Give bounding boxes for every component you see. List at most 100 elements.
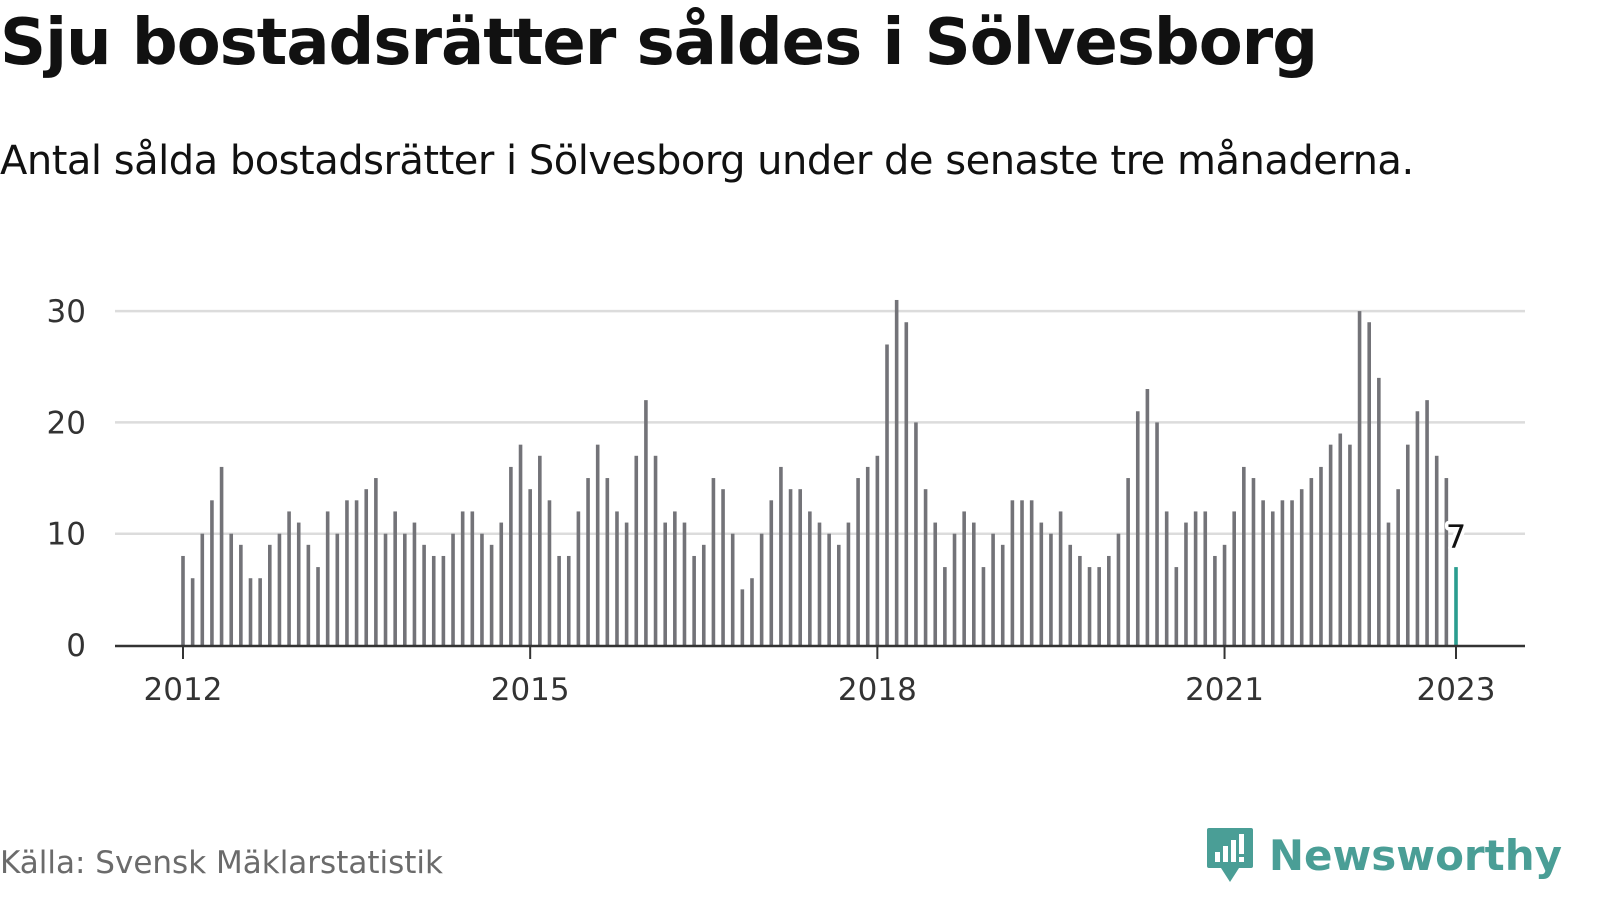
bar-chart: 0 10 20 30 2012 2015 2018 2021 2023 7 xyxy=(47,294,1525,708)
bar xyxy=(1328,444,1333,645)
y-tick-label: 30 xyxy=(47,294,86,330)
bar xyxy=(1338,433,1343,645)
bar xyxy=(296,522,301,645)
bar xyxy=(1029,500,1034,645)
x-tick-label: 2021 xyxy=(1185,672,1264,708)
bar xyxy=(788,489,793,645)
bar xyxy=(566,555,571,645)
bar xyxy=(972,522,976,645)
bar xyxy=(1251,478,1256,645)
bar xyxy=(865,466,870,645)
bar xyxy=(1415,411,1420,645)
bar xyxy=(1377,377,1381,645)
bar xyxy=(509,466,513,645)
bar xyxy=(364,489,369,645)
y-tick-label: 0 xyxy=(66,628,86,664)
bar xyxy=(1396,489,1400,645)
x-tick-label: 2012 xyxy=(144,672,223,708)
x-tick-label: 2023 xyxy=(1417,672,1496,708)
bar xyxy=(914,422,918,645)
bar xyxy=(1020,500,1024,645)
bar xyxy=(1174,567,1179,645)
bar xyxy=(856,478,860,645)
bar xyxy=(644,400,648,645)
bar xyxy=(1184,522,1188,645)
bar xyxy=(1309,478,1314,645)
newsworthy-logo-icon xyxy=(1206,828,1253,882)
bar xyxy=(1049,533,1053,645)
bar xyxy=(1155,422,1159,645)
bar xyxy=(499,522,504,645)
bar xyxy=(1010,500,1015,645)
bar xyxy=(393,511,397,645)
bar xyxy=(470,511,475,645)
bar xyxy=(1367,322,1371,645)
bar xyxy=(750,578,754,645)
bar xyxy=(779,466,783,645)
bar xyxy=(1444,478,1449,645)
bar xyxy=(586,478,590,645)
bar xyxy=(923,489,928,645)
bar xyxy=(624,522,629,645)
bar xyxy=(576,511,581,645)
bar xyxy=(441,555,446,645)
bar xyxy=(1058,511,1063,645)
bar xyxy=(181,555,185,645)
bar xyxy=(277,533,282,645)
bar xyxy=(962,511,966,645)
bar xyxy=(595,444,600,645)
bar xyxy=(1232,511,1236,645)
bar xyxy=(1319,466,1323,645)
bar xyxy=(1135,411,1140,645)
bar xyxy=(383,533,388,645)
bar xyxy=(1000,544,1005,645)
bar xyxy=(1213,555,1217,645)
bar xyxy=(306,544,311,645)
bar xyxy=(952,533,957,645)
bar xyxy=(1164,511,1169,645)
bar xyxy=(634,455,639,645)
grid-lines xyxy=(115,309,1525,535)
bar xyxy=(663,522,667,645)
bar xyxy=(538,455,542,645)
bar xyxy=(1280,500,1285,645)
bar xyxy=(885,344,889,645)
bar xyxy=(431,555,436,645)
bar xyxy=(1107,555,1111,645)
bar xyxy=(1126,478,1130,645)
bar xyxy=(827,533,831,645)
bar xyxy=(325,511,330,645)
bar xyxy=(981,567,986,645)
bars xyxy=(181,299,1458,645)
x-tick-label: 2015 xyxy=(491,672,570,708)
bar xyxy=(1357,311,1362,645)
bar xyxy=(557,555,561,645)
bar xyxy=(1203,511,1208,645)
bar xyxy=(287,511,291,645)
bar xyxy=(894,299,899,645)
bar xyxy=(1078,555,1082,645)
bar xyxy=(1290,500,1294,645)
bar xyxy=(1242,466,1246,645)
bar xyxy=(1261,500,1265,645)
bar xyxy=(518,444,523,645)
bar xyxy=(210,500,214,645)
brand-logo[interactable]: Newsworthy xyxy=(1205,826,1562,884)
bar xyxy=(991,533,995,645)
bar xyxy=(711,478,716,645)
source-note: Källa: Svensk Mäklarstatistik xyxy=(0,845,443,881)
bar xyxy=(943,567,947,645)
bar xyxy=(460,511,465,645)
page-subtitle: Antal sålda bostadsrätter i Sölvesborg u… xyxy=(0,138,1414,184)
bar xyxy=(836,544,841,645)
bar xyxy=(1222,544,1227,645)
bar xyxy=(1386,522,1391,645)
bar xyxy=(489,544,494,645)
y-tick-label: 10 xyxy=(47,517,86,553)
bar xyxy=(682,522,687,645)
bar xyxy=(1193,511,1198,645)
bar xyxy=(219,466,224,645)
bar xyxy=(1270,511,1275,645)
bar xyxy=(1087,567,1092,645)
bar xyxy=(875,455,880,645)
